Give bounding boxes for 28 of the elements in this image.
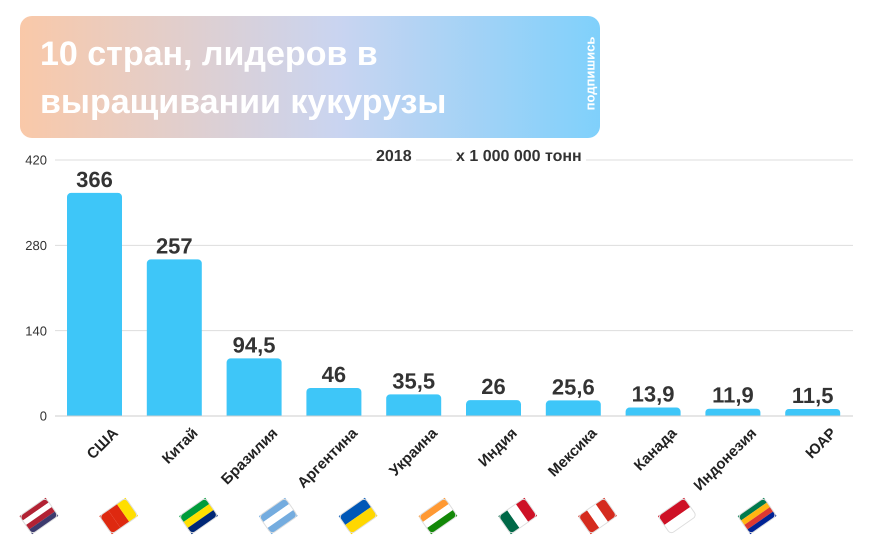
data-label: 35,5 [392, 368, 436, 394]
y-tick-label: 0 [40, 408, 47, 424]
y-tick-label: 420 [25, 152, 47, 168]
bar [146, 259, 202, 416]
bar [306, 388, 362, 416]
annotation: 2018 [372, 148, 416, 166]
data-label: 11,9 [712, 382, 754, 408]
data-label: 26 [481, 374, 506, 400]
data-label: 46 [322, 362, 346, 387]
bar [546, 400, 601, 416]
annotation: x 1 000 000 тонн [452, 148, 586, 166]
bar [67, 192, 122, 416]
data-label: 25,6 [552, 374, 595, 400]
y-tick-label: 280 [25, 238, 47, 253]
data-label: 13,9 [632, 382, 675, 407]
bar [626, 408, 681, 416]
bar [785, 408, 840, 416]
bar [226, 358, 282, 416]
text: подпишись [582, 36, 598, 112]
data-label: 11,5 [792, 382, 834, 408]
bar [386, 394, 442, 416]
data-label: 366 [76, 166, 113, 192]
data-label: 94,5 [232, 332, 276, 358]
bar [466, 400, 521, 416]
bar [705, 408, 760, 416]
y-tick-label: 140 [25, 323, 47, 338]
data-label: 257 [156, 233, 193, 258]
chart-title: 10 стран, лидеров в выращивании кукурузы [40, 34, 448, 123]
